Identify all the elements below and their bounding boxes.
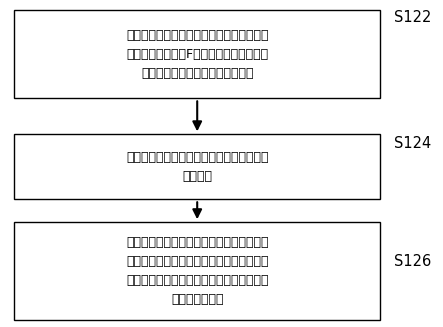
Text: 利用所述属性相似性和所述结构相似性，为
每一维度的所述图网络中每一条无权连边添
加权重，将所述无权多维图网络转换为所述
加权多维图网络: 利用所述属性相似性和所述结构相似性，为 每一维度的所述图网络中每一条无权连边添 …	[126, 236, 268, 306]
Text: S122: S122	[394, 10, 431, 25]
FancyBboxPatch shape	[14, 134, 381, 199]
FancyBboxPatch shape	[14, 10, 381, 98]
Text: 采用结构相似性度量方法确定节点之间的结
构相似性: 采用结构相似性度量方法确定节点之间的结 构相似性	[126, 151, 268, 183]
Text: S124: S124	[394, 136, 431, 151]
Text: 对于每一维度的图网络，根据具有连边的节
点的属性向量中在F维属性中的相似个数，
确定具有连边的节点的属性相似性: 对于每一维度的图网络，根据具有连边的节 点的属性向量中在F维属性中的相似个数， …	[126, 29, 268, 80]
Text: S126: S126	[394, 254, 431, 269]
FancyBboxPatch shape	[14, 222, 381, 320]
